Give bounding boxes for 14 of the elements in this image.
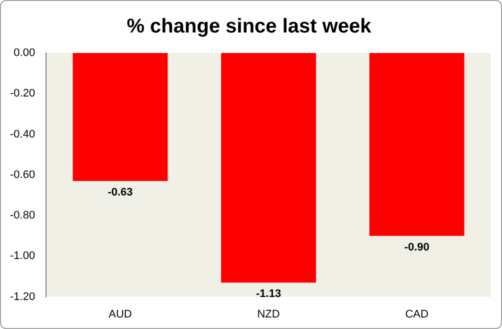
data-label: -0.90 <box>404 241 430 254</box>
x-tick-label: CAD <box>405 308 429 320</box>
y-tick-label: -0.60 <box>10 168 36 181</box>
data-label: -0.63 <box>108 186 133 199</box>
y-tick-label: -0.20 <box>10 88 36 100</box>
y-tick-label: -0.80 <box>10 210 36 222</box>
y-tick-label: 0.00 <box>14 47 36 60</box>
chart-title: % change since last week <box>126 16 372 38</box>
x-tick-label: NZD <box>257 308 280 320</box>
y-tick-label: -1.20 <box>10 290 36 303</box>
x-tick-label: AUD <box>108 308 132 320</box>
data-label: -1.13 <box>256 288 282 300</box>
y-tick-label: -1.00 <box>10 250 36 262</box>
y-tick-label: -0.40 <box>10 128 36 140</box>
